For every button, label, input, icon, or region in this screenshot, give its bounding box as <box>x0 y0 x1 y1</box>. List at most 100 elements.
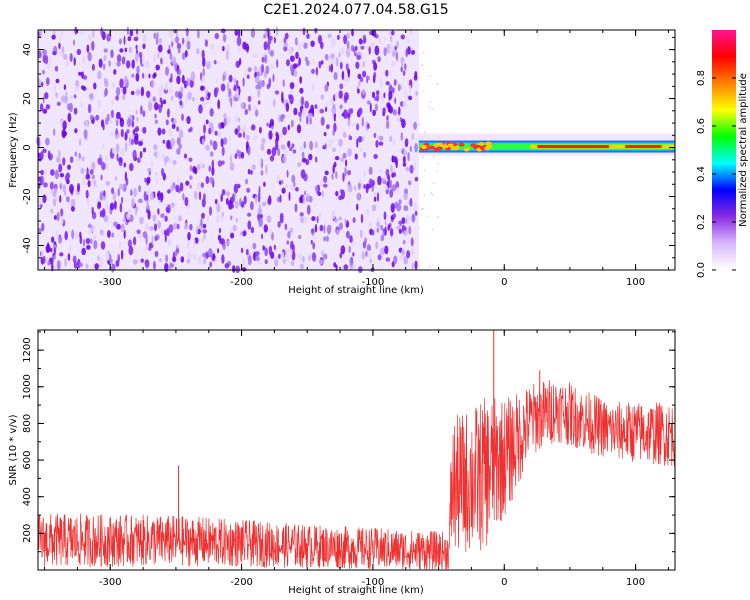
noise-speckle <box>59 194 62 203</box>
noise-speckle <box>198 104 203 114</box>
noise-speckle <box>223 117 227 126</box>
noise-speckle <box>316 216 319 224</box>
noise-speckle <box>272 74 275 82</box>
noise-speckle <box>38 137 41 147</box>
noise-speckle <box>45 244 50 253</box>
noise-speckle <box>120 147 125 158</box>
noise-speckle <box>226 240 230 246</box>
noise-speckle <box>250 28 256 38</box>
noise-speckle <box>318 259 324 265</box>
noise-speckle <box>229 154 232 164</box>
noise-speckle <box>133 135 139 145</box>
noise-speckle <box>234 115 239 123</box>
noise-speckle <box>86 167 89 176</box>
noise-speckle <box>300 215 304 224</box>
noise-speckle <box>45 137 50 146</box>
colorbar-label: Normalized spectral amplitude <box>738 73 749 227</box>
noise-speckle <box>209 261 213 268</box>
noise-speckle <box>392 109 397 116</box>
noise-speckle <box>66 178 70 185</box>
noise-speckle <box>203 193 206 201</box>
noise-speckle <box>295 51 299 60</box>
noise-speckle <box>173 222 178 230</box>
noise-speckle <box>261 79 265 87</box>
noise-speckle <box>333 114 336 122</box>
noise-speckle <box>376 227 380 233</box>
noise-speckle <box>377 135 383 140</box>
noise-speckle <box>115 119 119 127</box>
noise-speckle <box>276 133 280 142</box>
noise-speckle <box>273 244 276 251</box>
noise-speckle <box>339 252 343 259</box>
noise-speckle <box>52 51 57 56</box>
noise-speckle <box>103 55 107 61</box>
noise-speckle <box>304 216 308 224</box>
noise-speckle <box>232 224 237 232</box>
noise-speckle <box>167 49 171 54</box>
band-peak <box>537 145 610 149</box>
noise-speckle <box>47 150 51 159</box>
noise-speckle <box>431 108 434 110</box>
noise-speckle <box>304 56 308 62</box>
noise-speckle <box>363 37 367 43</box>
noise-speckle <box>110 131 113 137</box>
noise-speckle <box>171 123 176 130</box>
noise-speckle <box>369 30 374 36</box>
noise-speckle <box>312 234 316 240</box>
noise-speckle <box>291 250 296 261</box>
noise-speckle <box>380 78 383 88</box>
noise-speckle <box>277 148 281 157</box>
noise-speckle <box>58 35 62 43</box>
noise-speckle <box>299 115 302 123</box>
noise-speckle <box>331 210 336 220</box>
noise-speckle <box>207 215 210 222</box>
noise-speckle <box>135 126 140 132</box>
noise-speckle <box>323 253 328 260</box>
noise-speckle <box>400 34 405 40</box>
noise-speckle <box>376 192 380 202</box>
noise-speckle <box>283 42 288 48</box>
noise-speckle <box>236 88 239 98</box>
noise-speckle <box>201 138 205 146</box>
noise-speckle <box>394 97 397 104</box>
noise-speckle <box>309 140 313 151</box>
noise-speckle <box>333 262 337 268</box>
noise-speckle <box>253 53 258 58</box>
noise-speckle <box>252 242 257 250</box>
noise-speckle <box>200 160 204 168</box>
noise-speckle <box>209 176 214 184</box>
noise-speckle <box>196 48 200 55</box>
noise-speckle <box>201 212 205 219</box>
noise-speckle <box>168 224 174 233</box>
noise-speckle <box>132 259 138 265</box>
noise-speckle <box>354 185 356 191</box>
noise-speckle <box>209 108 214 117</box>
noise-speckle <box>180 86 184 94</box>
noise-speckle <box>151 160 153 168</box>
noise-speckle <box>56 101 61 107</box>
noise-speckle <box>187 231 191 241</box>
noise-speckle <box>158 86 163 97</box>
noise-speckle <box>168 127 173 137</box>
noise-speckle <box>222 74 225 82</box>
noise-speckle <box>97 99 102 110</box>
noise-speckle <box>363 169 366 178</box>
noise-speckle <box>205 251 209 260</box>
noise-speckle <box>176 75 181 85</box>
noise-speckle <box>200 217 203 227</box>
noise-speckle <box>49 181 54 190</box>
noise-speckle <box>146 199 149 209</box>
noise-speckle <box>220 28 226 34</box>
noise-speckle <box>378 37 382 42</box>
noise-speckle <box>361 116 365 127</box>
noise-speckle <box>350 45 355 52</box>
noise-speckle <box>315 156 318 163</box>
noise-speckle <box>80 30 85 36</box>
noise-speckle <box>311 228 315 233</box>
noise-speckle <box>423 131 426 134</box>
noise-speckle <box>409 145 412 152</box>
noise-speckle <box>82 238 86 247</box>
noise-speckle <box>260 170 264 176</box>
noise-speckle <box>90 238 93 245</box>
noise-speckle <box>410 237 414 247</box>
